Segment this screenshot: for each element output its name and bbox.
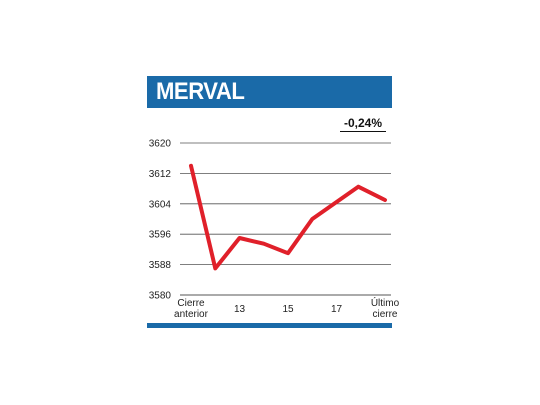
x-tick-label: Último cierre — [371, 296, 400, 320]
chart-header: MERVAL — [147, 76, 392, 108]
chart-title: MERVAL — [156, 78, 245, 105]
series-line — [189, 163, 387, 271]
y-tick-label: 3604 — [149, 199, 172, 210]
x-tick-label: 17 — [331, 304, 343, 315]
x-tick-labels: Cierre anterior 13 15 17 Último cierre — [174, 296, 400, 320]
grid-lines — [180, 142, 391, 296]
series-merval — [189, 163, 387, 271]
y-tick-label: 3596 — [149, 230, 172, 241]
x-tick-label: Cierre anterior — [174, 298, 209, 320]
y-tick-label: 3588 — [149, 260, 172, 271]
y-tick-label: 3580 — [149, 291, 172, 302]
y-tick-label: 3612 — [149, 169, 172, 180]
y-tick-label: 3620 — [149, 139, 172, 150]
bottom-bar — [147, 323, 392, 328]
y-tick-labels: 3580 3588 3596 3604 3612 3620 — [149, 139, 172, 302]
x-tick-label: 13 — [234, 304, 246, 315]
change-percent: -0,24% — [340, 116, 386, 132]
x-tick-label: 15 — [282, 304, 294, 315]
